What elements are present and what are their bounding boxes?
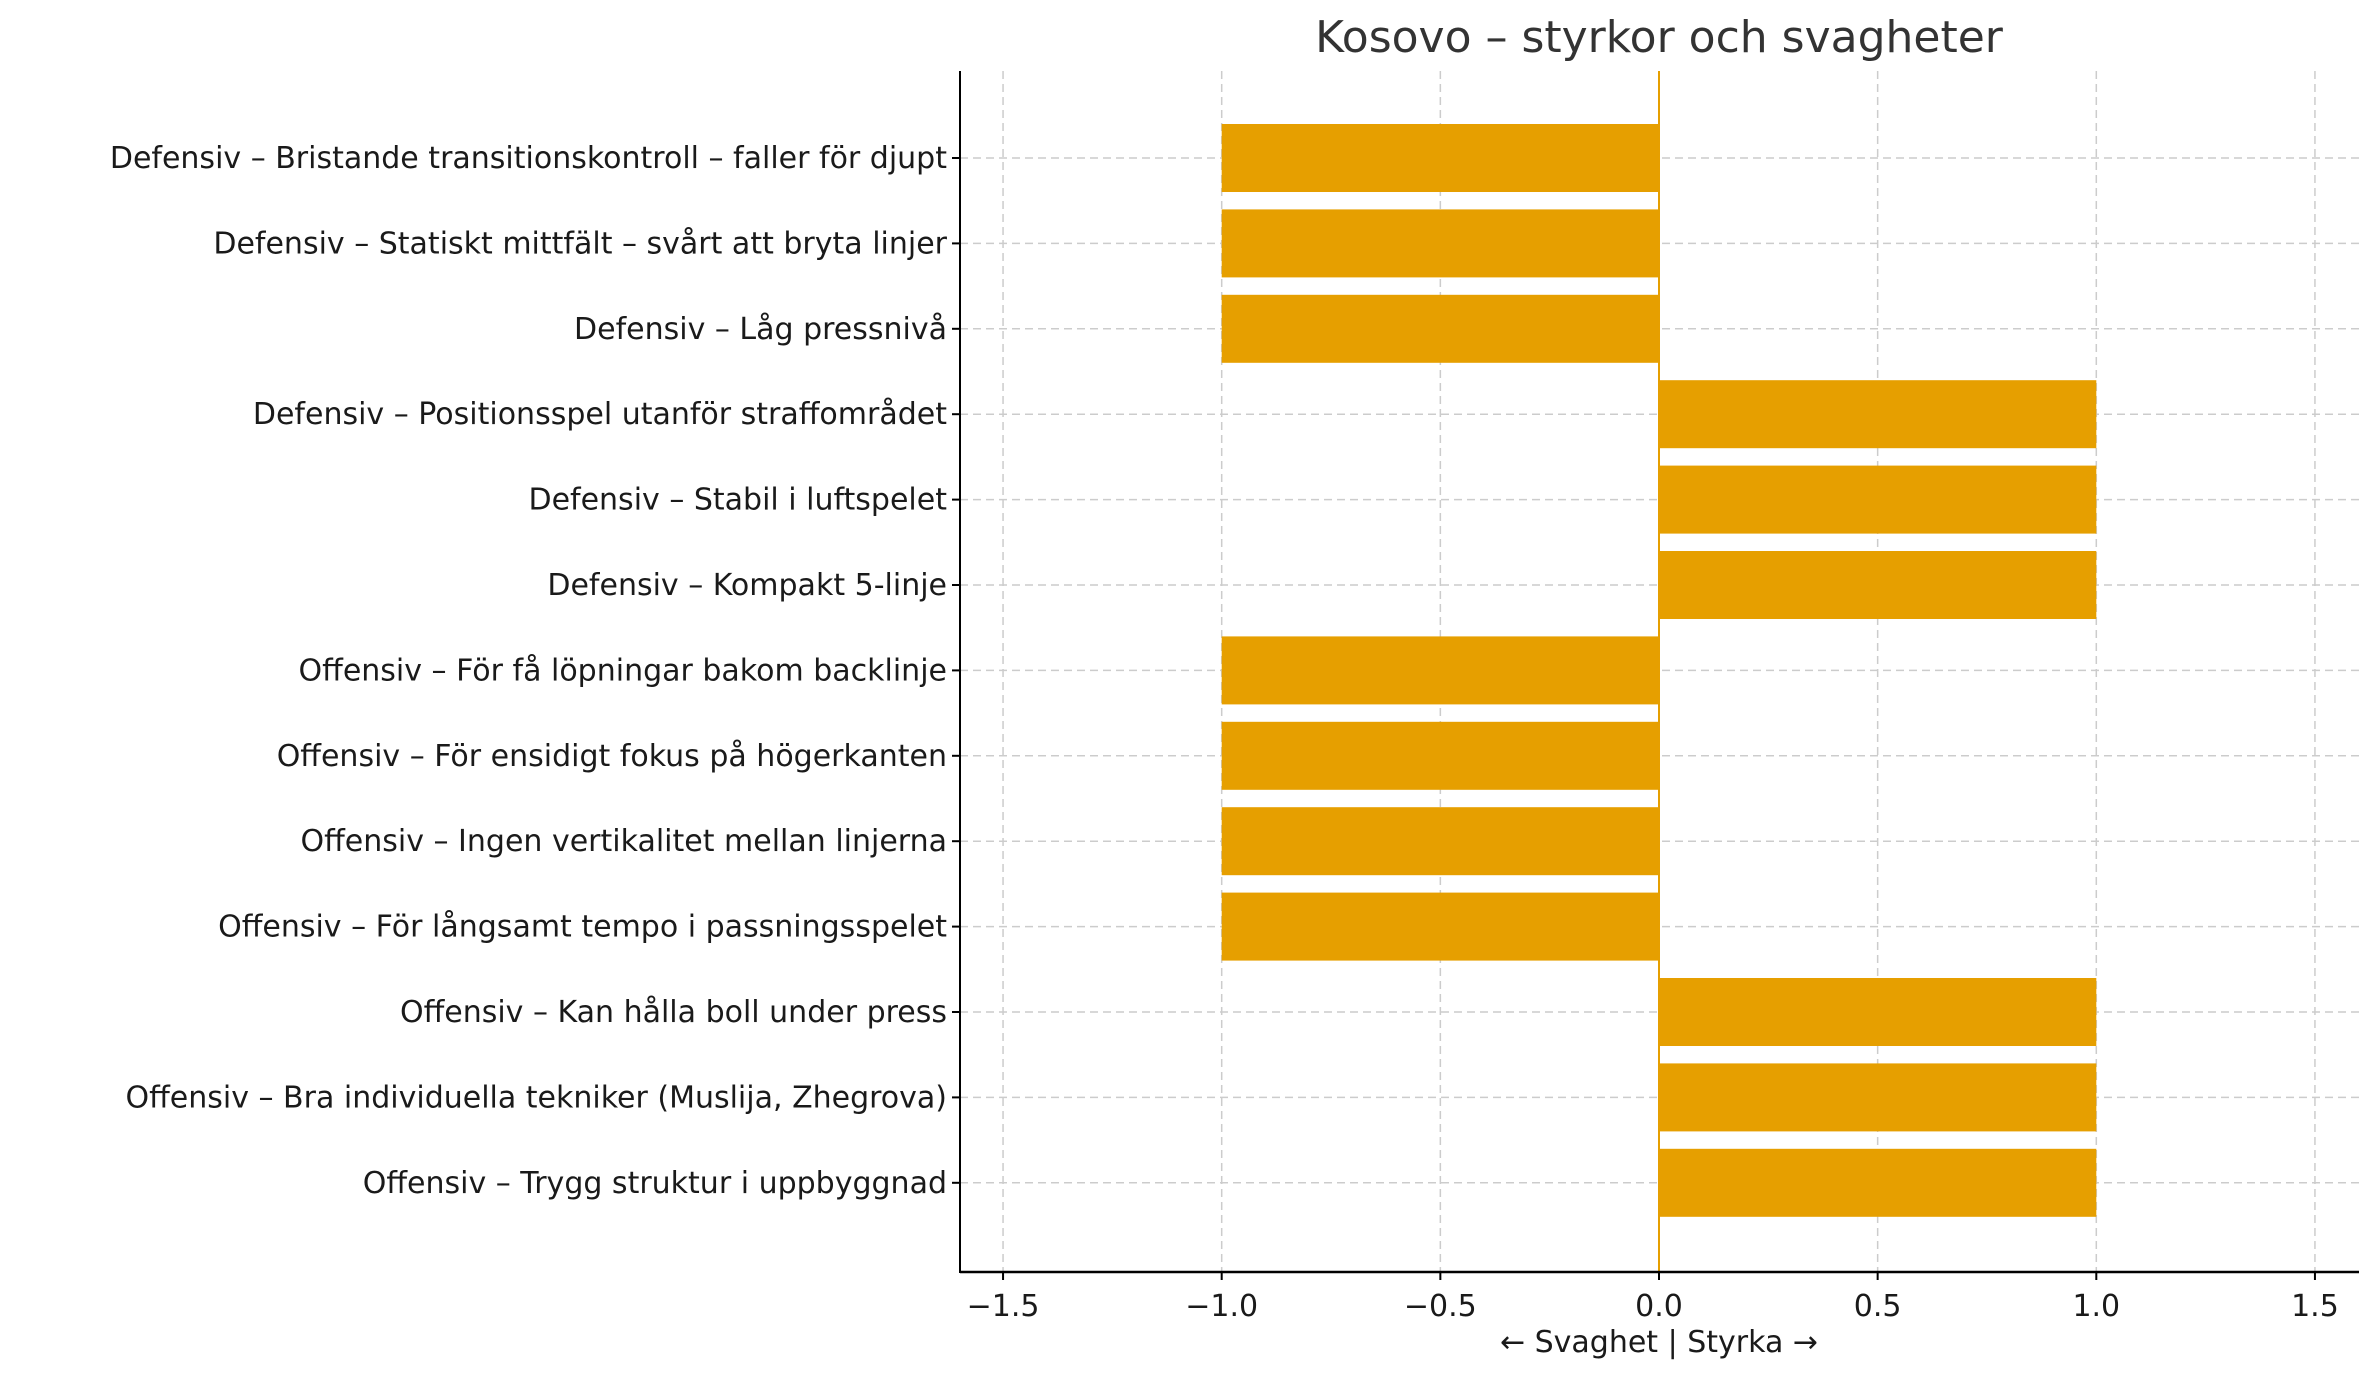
bar [1659, 1148, 2097, 1217]
bar [1659, 551, 2097, 619]
x-tick-label: −0.5 [1404, 1289, 1477, 1324]
x-tick-label: 1.5 [2291, 1289, 2339, 1324]
y-tick-label: Offensiv – För långsamt tempo i passning… [218, 910, 947, 945]
y-tick-label: Offensiv – Trygg struktur i uppbyggnad [363, 1166, 947, 1201]
y-tick-label: Offensiv – För ensidigt fokus på högerka… [277, 739, 947, 774]
bar [1221, 124, 1659, 192]
x-tick-label: −1.5 [967, 1289, 1040, 1324]
y-tick-label: Defensiv – Bristande transitionskontroll… [110, 141, 947, 176]
x-axis-label: ← Svaghet | Styrka → [1500, 1325, 1818, 1360]
x-tick-label: 0.0 [1635, 1289, 1683, 1324]
x-tick-label: 1.0 [2072, 1289, 2120, 1324]
x-tick-label: −1.0 [1185, 1289, 1258, 1324]
y-tick-label: Offensiv – Kan hålla boll under press [400, 995, 947, 1030]
x-tick-label: 0.5 [1854, 1289, 1902, 1324]
bar [1221, 892, 1659, 961]
y-tick-label: Defensiv – Statiskt mittfält – svårt att… [213, 226, 947, 261]
bar [1659, 465, 2097, 534]
bar [1221, 209, 1659, 278]
y-tick-label: Defensiv – Positionsspel utanför straffo… [253, 397, 947, 432]
y-tick-label: Offensiv – Bra individuella tekniker (Mu… [126, 1080, 948, 1115]
bar [1221, 294, 1659, 363]
y-tick-label: Defensiv – Stabil i luftspelet [528, 483, 947, 518]
y-tick-label: Defensiv – Låg pressnivå [574, 312, 947, 347]
bar [1221, 721, 1659, 790]
bar [1659, 380, 2097, 449]
y-tick-label: Offensiv – Ingen vertikalitet mellan lin… [301, 824, 947, 859]
y-tick-label: Offensiv – För få löpningar bakom backli… [299, 653, 947, 688]
bar [1659, 1063, 2097, 1132]
y-tick-label: Defensiv – Kompakt 5-linje [547, 568, 947, 603]
bar [1659, 978, 2097, 1046]
chart-title: Kosovo – styrkor och svagheter [1315, 12, 2004, 63]
bar [1221, 807, 1659, 876]
bar [1221, 636, 1659, 705]
